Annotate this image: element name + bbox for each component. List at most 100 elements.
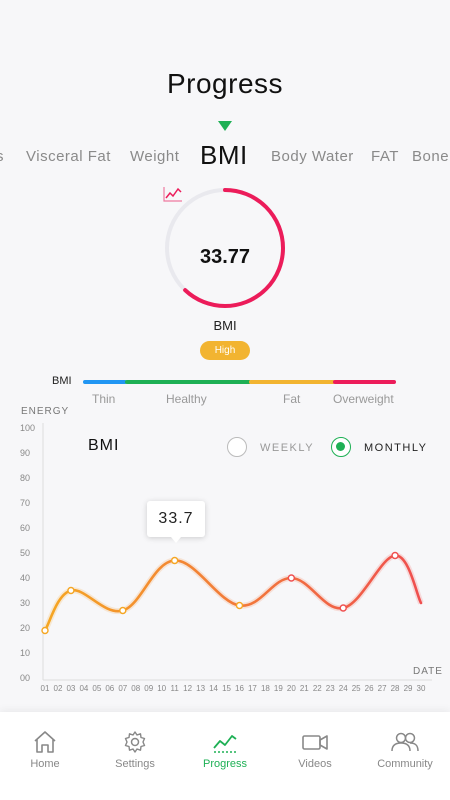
selected-tab-pointer-icon <box>218 121 232 131</box>
x-tick-label: 11 <box>170 684 179 693</box>
y-tick-label: 60 <box>20 523 30 533</box>
data-point <box>41 626 49 635</box>
weekly-label[interactable]: WEEKLY <box>260 442 315 454</box>
gear-icon <box>124 731 146 753</box>
weekly-radio[interactable] <box>227 437 247 457</box>
scale-segment-thin <box>83 380 127 384</box>
data-point <box>170 556 179 565</box>
data-point <box>119 606 127 615</box>
bmi-progress-ring: 33.77 <box>163 186 287 310</box>
x-axis-label: DATE <box>413 666 443 677</box>
bmi-value: 33.77 <box>199 246 251 268</box>
x-tick-label: 04 <box>79 684 88 693</box>
people-icon <box>391 732 419 752</box>
x-tick-label: 08 <box>131 684 140 693</box>
x-tick-label: 01 <box>41 684 50 693</box>
chart-canvas: ENERGY DATE 00 10 20 30 40 50 60 70 80 90 100 01 02 03 0… <box>20 406 443 693</box>
y-axis-label: ENERGY <box>21 406 69 417</box>
x-tick-label: 13 <box>196 684 205 693</box>
scale-segment-overweight <box>333 380 396 384</box>
line-chart-icon <box>163 187 182 202</box>
x-tick-label: 17 <box>248 684 257 693</box>
x-tick-label: 28 <box>391 684 400 693</box>
x-tick-label: 20 <box>287 684 296 693</box>
tab-visceral-fat[interactable]: Visceral Fat <box>26 148 111 165</box>
nav-label-settings: Settings <box>115 758 155 770</box>
y-tick-label: 40 <box>20 573 30 583</box>
y-tick-label: 90 <box>20 448 30 458</box>
tab-body-water[interactable]: Body Water <box>271 148 354 165</box>
scale-category-fat: Fat <box>283 392 301 406</box>
x-tick-label: 09 <box>144 684 153 693</box>
nav-label-progress: Progress <box>202 758 248 770</box>
x-tick-label: 18 <box>261 684 270 693</box>
nav-item-videos[interactable]: Videos <box>270 730 360 770</box>
scale-segment-healthy <box>125 380 251 384</box>
scale-category-healthy: Healthy <box>166 392 207 406</box>
status-badge: High <box>200 341 250 360</box>
x-tick-label: 02 <box>54 684 63 693</box>
home-icon <box>34 731 56 753</box>
tab-weight[interactable]: Weight <box>130 148 180 165</box>
x-tick-label: 15 <box>222 684 231 693</box>
tab-partial[interactable]: s <box>0 148 4 165</box>
page-title: Progress <box>166 68 284 99</box>
tab-bmi[interactable]: BMI <box>200 140 248 170</box>
x-tick-label: 27 <box>378 684 387 693</box>
x-tick-label: 24 <box>339 684 348 693</box>
bmi-chart: ENERGY DATE 00 10 20 30 40 50 60 70 80 90 100 01 02 03 0… <box>0 400 450 710</box>
nav-item-community[interactable]: Community <box>360 730 450 770</box>
trend-icon <box>213 735 237 753</box>
nav-item-home[interactable]: Home <box>0 730 90 770</box>
x-tick-label: 12 <box>183 684 192 693</box>
x-tick-label: 23 <box>326 684 335 693</box>
nav-label-home: Home <box>30 758 60 770</box>
data-point <box>287 574 296 582</box>
data-point <box>339 604 347 612</box>
video-icon <box>302 735 328 750</box>
scale-category-overweight: Overweight <box>333 392 394 406</box>
bmi-label: BMI <box>213 318 237 333</box>
nav-item-progress[interactable]: Progress <box>180 730 270 770</box>
data-point <box>391 551 399 560</box>
x-tick-label: 29 <box>404 684 413 693</box>
scale-category-thin: Thin <box>92 392 116 406</box>
value-tooltip: 33.7 <box>147 501 205 543</box>
x-tick-label: 06 <box>105 684 114 693</box>
x-tick-label: 07 <box>118 684 127 693</box>
x-tick-label: 05 <box>92 684 101 693</box>
series-line-glow <box>42 552 424 633</box>
nav-label-videos: Videos <box>298 758 332 770</box>
monthly-radio[interactable] <box>331 437 351 457</box>
y-tick-label: 30 <box>20 598 30 608</box>
tab-fat[interactable]: FAT <box>371 148 399 165</box>
nav-item-settings[interactable]: Settings <box>90 730 180 770</box>
y-tick-label: 10 <box>20 648 30 658</box>
metric-tabs: s Visceral Fat Weight BMI Body Water FAT… <box>0 140 450 174</box>
chart-title: BMI <box>88 437 120 454</box>
nav-label-community: Community <box>377 758 433 770</box>
data-point <box>67 586 75 595</box>
x-tick-label: 19 <box>274 684 283 693</box>
bottom-nav: Home Settings Progress Videos Community <box>0 712 450 800</box>
monthly-label[interactable]: MONTHLY <box>364 442 428 454</box>
x-tick-label: 25 <box>352 684 361 693</box>
y-tick-label: 100 <box>20 423 35 433</box>
x-tick-label: 30 <box>417 684 426 693</box>
y-tick-label: 80 <box>20 473 30 483</box>
x-tick-label: 26 <box>365 684 374 693</box>
y-tick-label: 50 <box>20 548 30 558</box>
x-tick-label: 21 <box>300 684 309 693</box>
y-tick-label: 00 <box>20 673 30 683</box>
x-tick-label: 22 <box>313 684 322 693</box>
scale-label: BMI <box>52 375 72 387</box>
x-tick-label: 10 <box>157 684 166 693</box>
scale-segment-fat <box>249 380 335 384</box>
tab-bone[interactable]: Bone <box>412 148 450 165</box>
y-tick-label: 20 <box>20 623 30 633</box>
x-tick-label: 16 <box>235 684 244 693</box>
data-point <box>235 601 244 610</box>
x-tick-label: 03 <box>66 684 75 693</box>
y-tick-label: 70 <box>20 498 30 508</box>
x-tick-label: 14 <box>209 684 218 693</box>
